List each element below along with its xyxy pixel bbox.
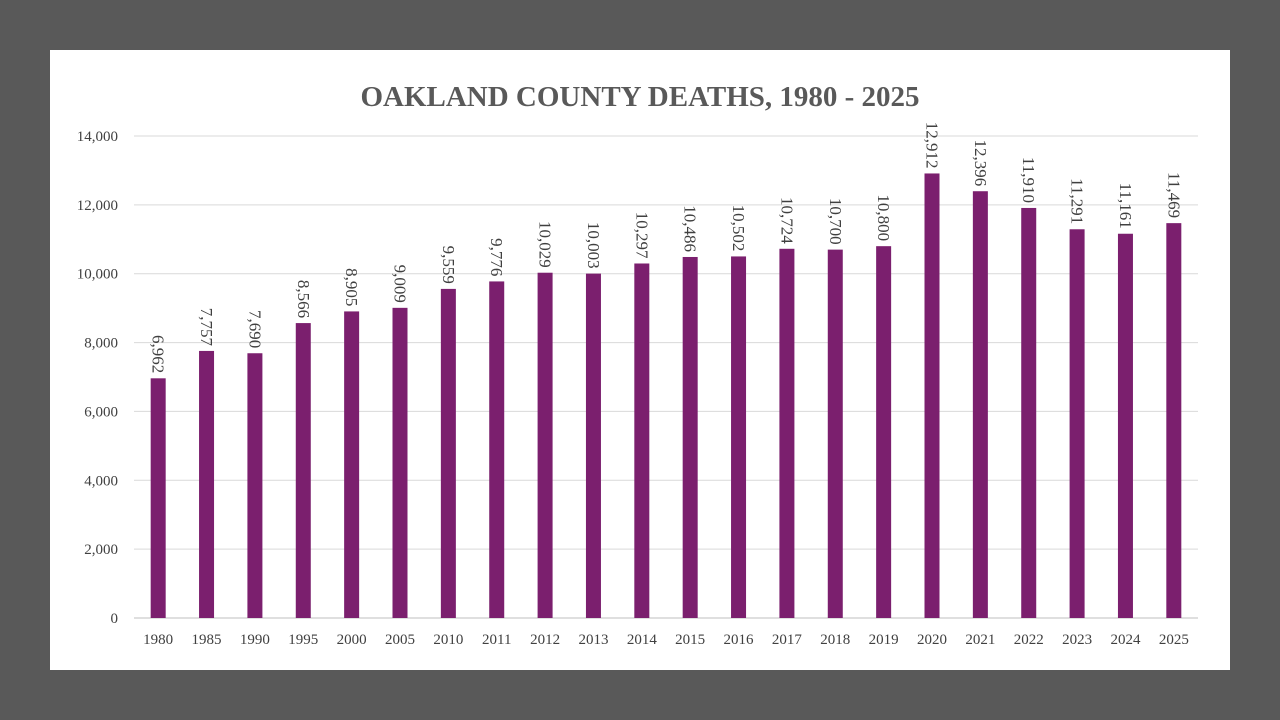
bar-2021 — [972, 191, 988, 618]
x-tick-label: 2010 — [433, 632, 463, 648]
data-label: 12,912 — [923, 122, 942, 169]
data-label: 10,502 — [729, 205, 748, 252]
data-label: 11,291 — [1068, 178, 1087, 224]
x-tick-label: 2023 — [1062, 632, 1092, 648]
bar-2018 — [827, 249, 843, 618]
data-label: 8,905 — [342, 268, 361, 306]
y-tick-label: 6,000 — [84, 404, 118, 420]
data-label: 11,161 — [1116, 183, 1135, 229]
bar-2011 — [489, 281, 505, 618]
data-label: 10,297 — [632, 212, 651, 259]
bar-1985 — [199, 350, 215, 618]
data-label: 10,003 — [584, 222, 603, 269]
bar-2016 — [731, 256, 747, 618]
x-tick-label: 2000 — [337, 632, 367, 648]
bar-2022 — [1021, 207, 1037, 618]
x-tick-label: 1985 — [192, 632, 222, 648]
x-tick-label: 2013 — [578, 632, 608, 648]
bar-2010 — [440, 288, 456, 618]
data-label: 10,029 — [536, 221, 555, 268]
x-tick-label: 2012 — [530, 632, 560, 648]
x-tick-label: 2011 — [482, 632, 511, 648]
x-tick-label: 2018 — [820, 632, 850, 648]
x-tick-label: 2021 — [965, 632, 995, 648]
x-tick-label: 2015 — [675, 632, 705, 648]
data-label: 7,757 — [197, 308, 216, 347]
x-tick-label: 2016 — [724, 632, 755, 648]
data-label: 9,559 — [439, 246, 458, 284]
data-label: 8,566 — [294, 280, 313, 318]
data-label: 10,486 — [681, 205, 700, 252]
bar-2005 — [392, 307, 408, 618]
x-tick-label: 2019 — [869, 632, 899, 648]
x-tick-label: 2022 — [1014, 632, 1044, 648]
bar-2017 — [779, 248, 795, 618]
chart-title: OAKLAND COUNTY DEATHS, 1980 - 2025 — [360, 81, 919, 113]
y-tick-label: 8,000 — [84, 336, 118, 352]
bar-2023 — [1069, 229, 1085, 618]
bar-2000 — [344, 311, 360, 618]
x-tick-label: 1990 — [240, 632, 270, 648]
bar-1995 — [295, 323, 311, 618]
data-label: 10,700 — [826, 198, 845, 245]
data-label: 6,962 — [149, 335, 168, 373]
bar-2012 — [537, 272, 553, 618]
bar-2013 — [585, 273, 601, 618]
data-label: 7,690 — [245, 310, 264, 348]
data-label: 10,724 — [777, 197, 796, 244]
x-tick-label: 2020 — [917, 632, 947, 648]
y-tick-label: 14,000 — [77, 129, 118, 145]
x-tick-label: 2024 — [1110, 632, 1141, 648]
bar-2025 — [1166, 223, 1182, 618]
x-tick-label: 2025 — [1159, 632, 1189, 648]
x-tick-label: 2017 — [772, 632, 803, 648]
bar-2020 — [924, 173, 940, 618]
bar-1990 — [247, 353, 263, 618]
y-tick-label: 4,000 — [84, 473, 118, 489]
y-tick-label: 12,000 — [77, 198, 118, 214]
data-label: 12,396 — [971, 139, 990, 186]
x-tick-label: 1980 — [143, 632, 173, 648]
bar-2024 — [1117, 233, 1133, 618]
data-label: 10,800 — [874, 194, 893, 241]
data-label: 11,469 — [1164, 172, 1183, 218]
bar-1980 — [150, 378, 166, 618]
bar-2014 — [634, 263, 650, 618]
x-tick-label: 1995 — [288, 632, 318, 648]
y-tick-label: 2,000 — [84, 542, 118, 558]
bar-2015 — [682, 256, 698, 618]
x-tick-label: 2005 — [385, 632, 415, 648]
data-label: 9,009 — [391, 265, 410, 303]
y-tick-label: 10,000 — [77, 267, 118, 283]
data-label: 11,910 — [1019, 157, 1038, 203]
bar-2019 — [876, 246, 892, 618]
y-tick-label: 0 — [111, 611, 119, 627]
data-label: 9,776 — [487, 238, 506, 276]
x-tick-label: 2014 — [627, 632, 658, 648]
